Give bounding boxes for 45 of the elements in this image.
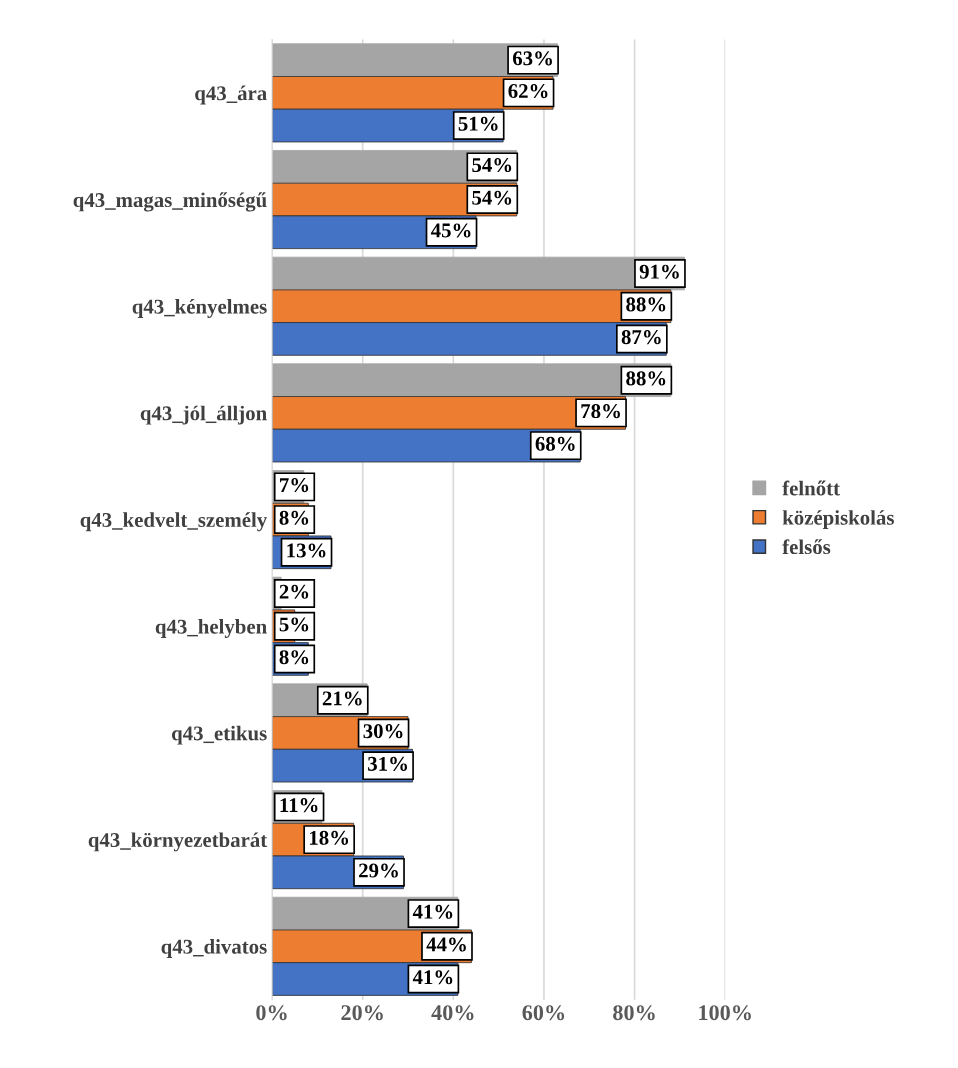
y-tick-label: q43_környezetbarát [88, 832, 268, 852]
data-label: 31% [368, 756, 407, 771]
legend-label: felnőtt [782, 480, 840, 496]
data-label: 5% [279, 617, 309, 632]
data-label: 63% [512, 51, 552, 66]
x-tick-label: 80% [613, 1005, 655, 1021]
data-label: 41% [412, 904, 453, 919]
data-label: 78% [581, 404, 620, 419]
data-label: 2% [279, 584, 309, 599]
y-tick-label: q43_divatos [161, 939, 267, 958]
data-label: 29% [359, 863, 398, 878]
y-tick-label: q43_magas_minőségű [73, 192, 267, 212]
data-label: 8% [279, 510, 309, 525]
data-label: 30% [363, 724, 403, 739]
data-label: 88% [626, 371, 666, 386]
y-tick-label: q43_kényelmes [132, 298, 267, 318]
x-tick-label: 40% [431, 1005, 474, 1021]
y-tick-label: q43_helyben [155, 619, 267, 638]
data-label: 7% [280, 478, 309, 493]
y-tick-label: q43_etikus [171, 725, 267, 745]
x-tick-label: 100% [699, 1005, 751, 1021]
data-label: 21% [322, 691, 362, 706]
data-label: 13% [287, 543, 326, 558]
data-label: 18% [310, 830, 349, 845]
data-label: 62% [508, 84, 548, 99]
data-label: 45% [430, 223, 471, 238]
y-tick-label: q43_jól_álljon [140, 405, 267, 425]
x-tick-label: 0% [256, 1005, 287, 1021]
legend-label: felsős [782, 539, 831, 555]
data-label: 88% [626, 297, 666, 312]
y-tick-label: q43_ára [195, 85, 267, 105]
legend-label: középiskolás [782, 510, 894, 530]
x-tick-label: 60% [522, 1005, 565, 1021]
data-label: 11% [280, 798, 318, 813]
data-label: 54% [472, 190, 512, 205]
data-label: 54% [472, 157, 512, 173]
data-label: 51% [458, 116, 498, 131]
data-label: 91% [639, 264, 679, 279]
x-tick-label: 20% [341, 1005, 383, 1021]
data-label: 8% [279, 650, 309, 665]
y-tick-label: q43_kedvelt_személy [80, 512, 268, 532]
data-label: 41% [412, 970, 453, 985]
data-label: 44% [426, 937, 466, 952]
data-label: 87% [621, 330, 661, 345]
data-label: 68% [535, 436, 575, 451]
